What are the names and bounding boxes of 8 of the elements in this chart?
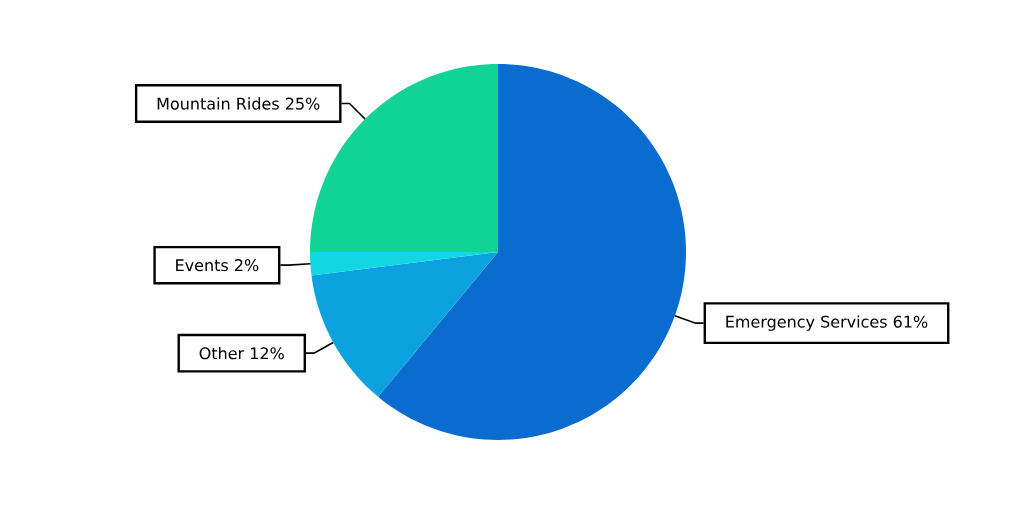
data-label: 12% bbox=[250, 347, 284, 360]
slice-label: Events bbox=[176, 259, 228, 272]
data-label: 61% bbox=[893, 315, 928, 328]
slice-label: Other bbox=[199, 346, 245, 360]
data-label: 25% bbox=[285, 97, 320, 110]
slice-label: Mountain Rides bbox=[157, 97, 279, 110]
slice-label: Emergency Services bbox=[726, 315, 887, 331]
data-label: 2% bbox=[234, 259, 259, 272]
